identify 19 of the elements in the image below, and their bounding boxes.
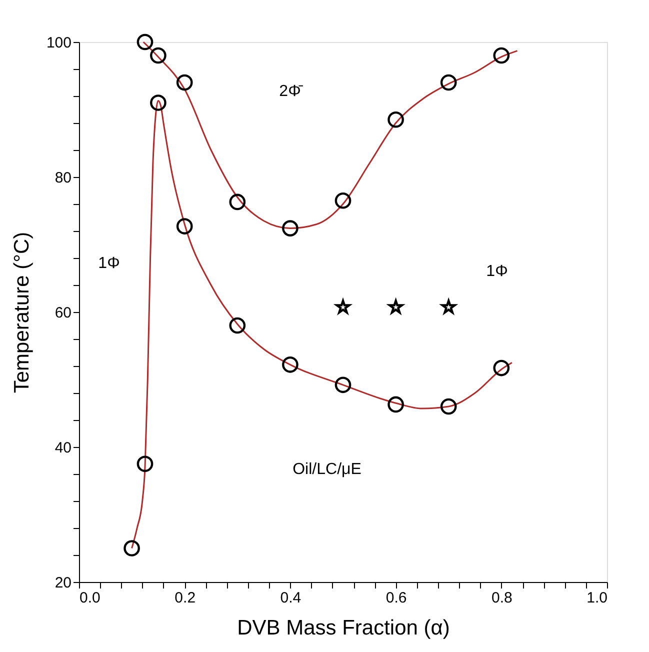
y-tick-label: 80 — [54, 170, 72, 186]
y-tick-label: 40 — [54, 440, 72, 456]
x-tick-label: 0.8 — [491, 590, 512, 606]
annotation: Oil/LC/μE — [292, 461, 362, 478]
x-tick-label: 1.0 — [586, 590, 608, 606]
y-tick-label: 60 — [54, 304, 72, 322]
x-axis-title: DVB Mass Fraction (α) — [237, 616, 450, 640]
x-tick-label: 0.6 — [386, 590, 407, 606]
line-series — [142, 41, 518, 230]
annotation: 2Φ̄ — [279, 83, 304, 100]
y-tick-label: 20 — [54, 574, 72, 592]
y-axis-title: Temperature (°C) — [10, 232, 34, 394]
x-tick-label: 0.2 — [174, 590, 196, 606]
x-tick-label: 0.0 — [80, 590, 100, 606]
annotation: 1Φ — [486, 263, 508, 280]
annotation: 1Φ — [98, 255, 120, 272]
x-tick-label: 0.4 — [280, 590, 302, 606]
line-series — [131, 100, 513, 549]
y-tick-label: 100 — [46, 34, 72, 52]
